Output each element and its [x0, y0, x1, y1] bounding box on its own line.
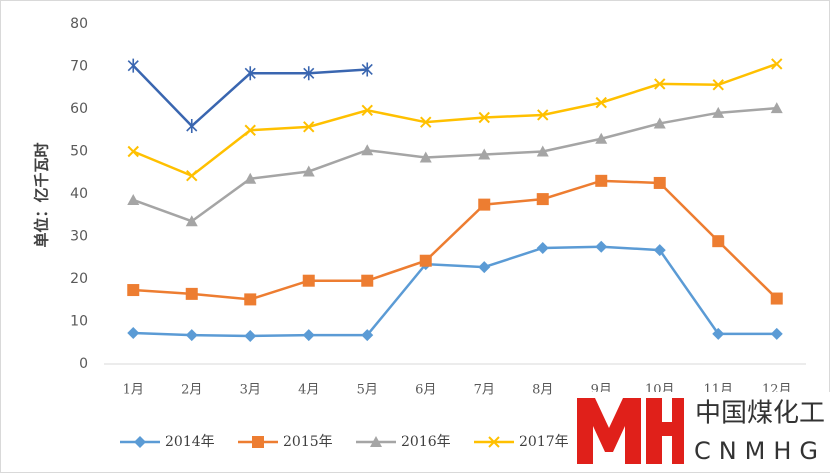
- marker: [595, 174, 608, 187]
- marker: [478, 148, 491, 160]
- marker: [185, 215, 198, 227]
- marker: [595, 96, 607, 109]
- marker: [653, 117, 666, 129]
- y-tick-label: 10: [70, 314, 88, 330]
- marker: [127, 193, 140, 205]
- marker: [244, 329, 257, 342]
- legend-label: 2015年: [283, 434, 333, 450]
- x-tick-label: 6月: [415, 383, 436, 398]
- marker: [420, 116, 432, 128]
- y-tick-label: 20: [70, 271, 88, 287]
- logo-m: [577, 398, 641, 464]
- marker: [134, 436, 146, 448]
- marker: [185, 329, 198, 342]
- x-tick-label: 1月: [123, 383, 144, 398]
- marker: [488, 436, 500, 448]
- marker: [419, 254, 432, 267]
- marker: [536, 193, 549, 206]
- marker: [186, 119, 198, 133]
- marker: [536, 145, 549, 157]
- series: [127, 240, 783, 342]
- series: [127, 58, 783, 182]
- marker: [185, 287, 198, 300]
- marker: [127, 145, 139, 158]
- marker: [127, 284, 140, 297]
- marker: [712, 79, 724, 91]
- watermark-subtitle: CNMHG: [694, 437, 826, 465]
- logo-h: [646, 398, 684, 464]
- x-tick-label: 8月: [532, 383, 553, 398]
- marker: [654, 78, 666, 90]
- marker: [478, 111, 490, 124]
- marker: [244, 66, 256, 81]
- y-tick-label: 80: [70, 16, 88, 32]
- y-tick-label: 70: [70, 59, 88, 75]
- legend-label: 2016年: [401, 434, 451, 450]
- marker: [770, 102, 783, 114]
- marker: [361, 104, 373, 116]
- series: [127, 102, 783, 227]
- series: [127, 58, 373, 133]
- marker: [244, 124, 256, 136]
- marker: [302, 329, 315, 342]
- marker: [537, 109, 549, 121]
- marker: [127, 58, 139, 73]
- marker: [303, 121, 315, 133]
- marker: [361, 329, 374, 342]
- marker: [770, 327, 783, 340]
- marker: [536, 241, 549, 254]
- x-tick-label: 7月: [474, 383, 495, 398]
- y-tick-label: 50: [70, 144, 88, 160]
- marker: [303, 66, 315, 81]
- marker: [712, 235, 725, 248]
- marker: [127, 326, 140, 339]
- legend-label: 2014年: [165, 434, 215, 450]
- marker: [653, 176, 666, 189]
- marker: [361, 144, 374, 156]
- y-tick-label: 40: [70, 186, 88, 202]
- x-tick-label: 4月: [298, 383, 319, 398]
- y-axis-label: 单位：亿千瓦时: [33, 142, 51, 247]
- marker: [770, 292, 783, 305]
- marker: [252, 436, 264, 448]
- watermark: 中国煤化工 CNMHG: [572, 392, 830, 472]
- marker: [302, 165, 315, 177]
- series-line: [133, 179, 778, 301]
- y-tick-label: 60: [70, 101, 88, 117]
- series-line: [132, 62, 778, 178]
- marker: [244, 172, 257, 184]
- marker: [478, 261, 491, 274]
- marker: [712, 106, 725, 118]
- marker: [370, 436, 382, 447]
- watermark-title: 中国煤化工: [695, 399, 825, 429]
- marker: [361, 274, 374, 287]
- marker: [595, 132, 608, 144]
- marker: [419, 151, 432, 163]
- marker: [712, 327, 725, 340]
- marker: [244, 293, 257, 306]
- marker: [478, 198, 491, 211]
- y-tick-label: 30: [70, 229, 88, 245]
- marker: [361, 62, 373, 77]
- x-tick-label: 5月: [357, 383, 378, 398]
- x-tick-label: 3月: [240, 383, 261, 398]
- marker: [595, 240, 608, 253]
- series-line: [132, 106, 777, 223]
- marker: [186, 170, 198, 182]
- legend-label: 2017年: [519, 434, 569, 450]
- marker: [302, 274, 315, 287]
- series-line: [133, 245, 777, 338]
- marker: [771, 58, 783, 70]
- marker: [653, 244, 666, 257]
- x-tick-label: 2月: [181, 383, 202, 398]
- y-tick-label: 0: [79, 356, 88, 372]
- series: [127, 174, 783, 306]
